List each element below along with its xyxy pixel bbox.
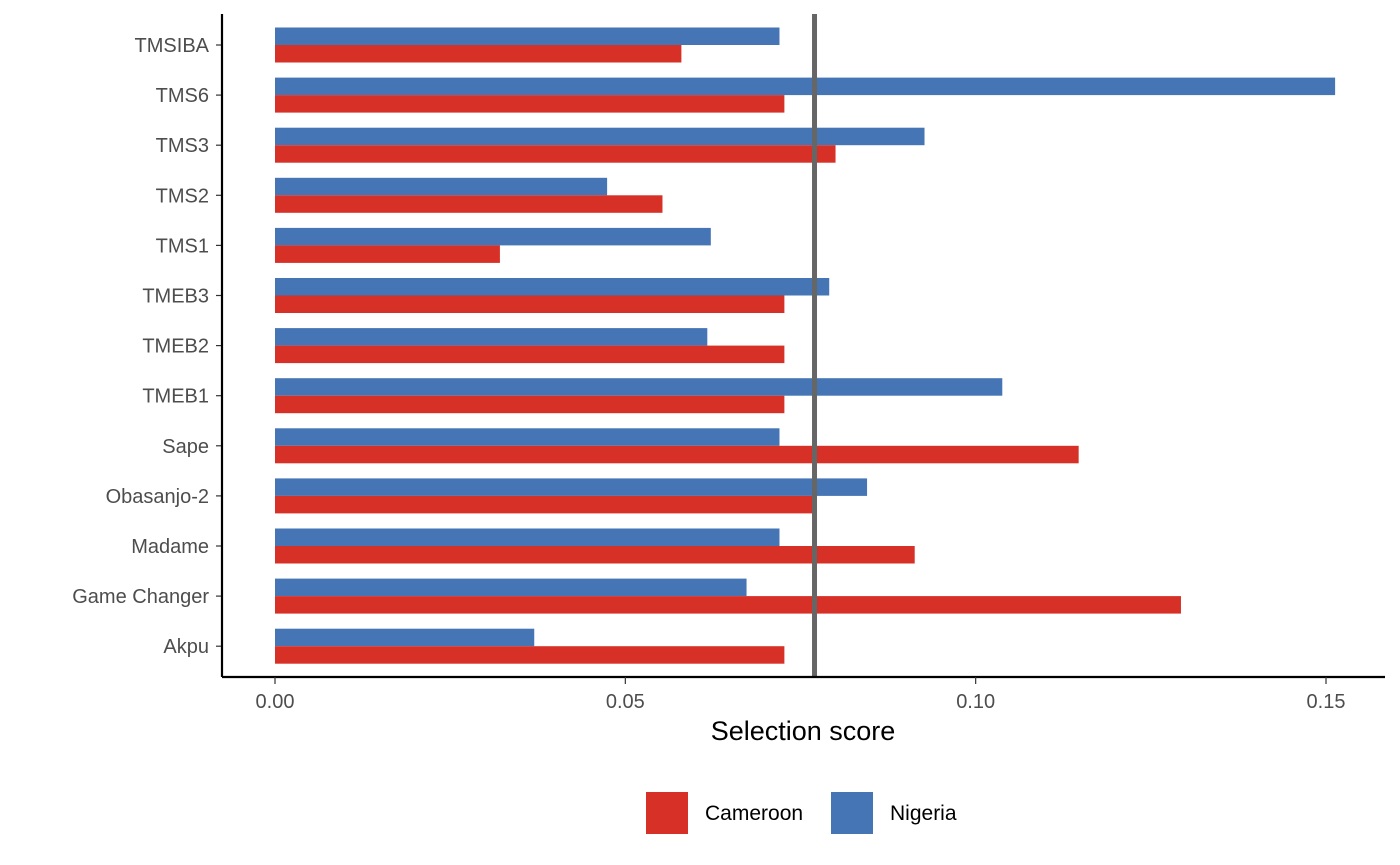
bar-cameroon-4 xyxy=(275,245,500,263)
y-tick-label-3: TMS2 xyxy=(156,185,209,207)
legend: Cameroon Nigeria xyxy=(646,792,957,834)
bar-cameroon-0 xyxy=(275,45,682,63)
legend-label-cameroon: Cameroon xyxy=(705,802,803,825)
bar-cameroon-1 xyxy=(275,95,785,113)
x-tick-label-3: 0.15 xyxy=(1307,691,1346,713)
bar-cameroon-12 xyxy=(275,646,785,664)
bar-cameroon-3 xyxy=(275,195,663,213)
y-tick-label-10: Madame xyxy=(131,536,209,558)
bar-nigeria-11 xyxy=(275,578,747,597)
y-tick-label-11: Game Changer xyxy=(72,586,209,608)
axes-layer: TMSIBA TMS6 TMS3 TMS2 TMS1 TMEB3 TMEB2 TMEB1 Sap… xyxy=(72,14,1385,713)
bar-cameroon-7 xyxy=(275,395,785,414)
bar-nigeria-1 xyxy=(275,77,1336,96)
bar-nigeria-10 xyxy=(275,528,780,546)
bar-nigeria-2 xyxy=(275,127,925,146)
bar-nigeria-0 xyxy=(275,27,780,45)
bar-nigeria-4 xyxy=(275,227,711,246)
y-tick-label-7: TMEB1 xyxy=(142,386,209,408)
x-tick-label-2: 0.10 xyxy=(956,691,995,713)
bar-nigeria-6 xyxy=(275,328,708,346)
y-tick-label-2: TMS3 xyxy=(156,135,209,157)
y-tick-label-12: Akpu xyxy=(163,636,209,658)
bar-nigeria-8 xyxy=(275,428,780,446)
y-tick-label-9: Obasanjo-2 xyxy=(106,486,209,508)
bar-cameroon-9 xyxy=(275,495,817,514)
bar-nigeria-12 xyxy=(275,628,535,647)
bar-cameroon-8 xyxy=(275,445,1079,464)
bar-nigeria-9 xyxy=(275,478,868,496)
y-tick-label-0: TMSIBA xyxy=(135,35,210,57)
y-tick-label-1: TMS6 xyxy=(156,85,209,107)
bars-layer xyxy=(275,27,1336,664)
x-axis-title: Selection score xyxy=(711,716,896,746)
y-tick-label-6: TMEB2 xyxy=(142,336,209,358)
y-tick-label-4: TMS1 xyxy=(156,235,209,257)
legend-key-nigeria xyxy=(831,792,873,834)
bar-nigeria-5 xyxy=(275,278,830,296)
x-tick-label-0: 0.00 xyxy=(256,691,295,713)
bar-cameroon-10 xyxy=(275,546,915,564)
bar-nigeria-3 xyxy=(275,177,608,196)
bar-cameroon-11 xyxy=(275,596,1181,614)
legend-label-nigeria: Nigeria xyxy=(890,802,957,825)
legend-key-cameroon xyxy=(646,792,688,834)
y-tick-label-5: TMEB3 xyxy=(142,286,209,308)
bar-nigeria-7 xyxy=(275,378,1003,396)
bar-cameroon-2 xyxy=(275,145,836,163)
x-tick-label-1: 0.05 xyxy=(606,691,645,713)
y-tick-label-8: Sape xyxy=(162,436,209,458)
bar-cameroon-5 xyxy=(275,295,785,313)
bar-cameroon-6 xyxy=(275,345,785,364)
